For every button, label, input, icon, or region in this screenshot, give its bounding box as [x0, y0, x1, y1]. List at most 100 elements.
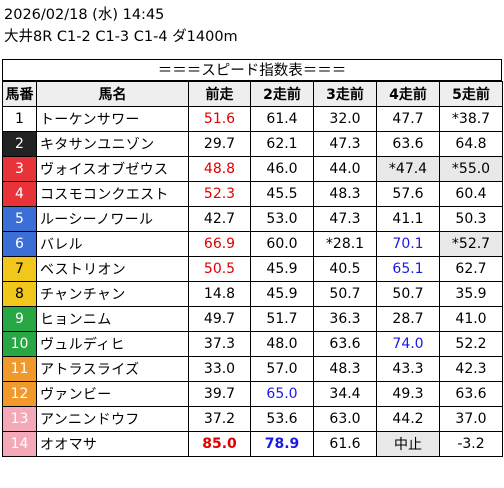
speed-index-cell: 37.0: [439, 406, 503, 432]
speed-index-cell: 53.6: [250, 406, 314, 432]
table-row: 11 アトラスライズ 33.0 57.0 48.3 43.3 42.3: [2, 356, 503, 382]
post-number: 6: [2, 231, 37, 257]
speed-index-cell: 49.3: [376, 381, 440, 407]
table-row: 13 アンニンドウフ 37.2 53.6 63.0 44.2 37.0: [2, 406, 503, 432]
horse-name: コスモコンクエスト: [36, 181, 189, 207]
speed-index-cell: *55.0: [439, 156, 503, 182]
speed-index-cell: 40.5: [313, 256, 377, 282]
post-number: 7: [2, 256, 37, 282]
speed-index-cell: 44.2: [376, 406, 440, 432]
speed-index-cell: 28.7: [376, 306, 440, 332]
speed-index-cell: 50.7: [313, 281, 377, 307]
speed-index-cell: 74.0: [376, 331, 440, 357]
speed-index-cell: 47.3: [313, 131, 377, 157]
horse-name: ヴュルディヒ: [36, 331, 189, 357]
table-row: 7 ベストリオン 50.5 45.9 40.5 65.1 62.7: [2, 256, 503, 282]
speed-index-cell: 49.7: [188, 306, 251, 332]
race-header: 2026/02/18 (水) 14:45 大井8R C1-2 C1-3 C1-4…: [4, 4, 238, 48]
speed-index-cell: 78.9: [250, 431, 314, 457]
horse-name: アトラスライズ: [36, 356, 189, 382]
speed-index-cell: 14.8: [188, 281, 251, 307]
speed-index-cell: 60.4: [439, 181, 503, 207]
race-datetime: 2026/02/18 (水) 14:45: [4, 7, 165, 23]
speed-index-cell: 63.6: [313, 331, 377, 357]
speed-index-cell: 60.0: [250, 231, 314, 257]
post-number: 14: [2, 431, 37, 457]
horse-name: チャンチャン: [36, 281, 189, 307]
speed-index-cell: 57.0: [250, 356, 314, 382]
speed-index-cell: 36.3: [313, 306, 377, 332]
post-number: 11: [2, 356, 37, 382]
table-row: 4 コスモコンクエスト 52.3 45.5 48.3 57.6 60.4: [2, 181, 503, 207]
table-title: ＝＝＝スピード指数表＝＝＝: [2, 59, 502, 81]
table-row: 8 チャンチャン 14.8 45.9 50.7 50.7 35.9: [2, 281, 503, 307]
speed-index-cell: 32.0: [313, 106, 377, 132]
speed-index-cell: 42.3: [439, 356, 503, 382]
speed-index-cell: 48.0: [250, 331, 314, 357]
speed-index-cell: 41.1: [376, 206, 440, 232]
speed-index-cell: 57.6: [376, 181, 440, 207]
speed-index-cell: 50.3: [439, 206, 503, 232]
horse-name: バレル: [36, 231, 189, 257]
speed-index-cell: 47.7: [376, 106, 440, 132]
post-number: 2: [2, 131, 37, 157]
horse-name: アンニンドウフ: [36, 406, 189, 432]
speed-index-cell: 47.3: [313, 206, 377, 232]
table-row: 12 ヴァンビー 39.7 65.0 34.4 49.3 63.6: [2, 381, 503, 407]
horse-name: ヴァンビー: [36, 381, 189, 407]
post-number: 3: [2, 156, 37, 182]
table-row: 2 キタサンユニゾン 29.7 62.1 47.3 63.6 64.8: [2, 131, 503, 157]
horse-name: オオマサ: [36, 431, 189, 457]
table-row: 5 ルーシーノワール 42.7 53.0 47.3 41.1 50.3: [2, 206, 503, 232]
table-row: 3 ヴォイスオブゼウス 48.8 46.0 44.0 *47.4 *55.0: [2, 156, 503, 182]
speed-index-cell: 70.1: [376, 231, 440, 257]
post-number: 8: [2, 281, 37, 307]
speed-index-cell: 35.9: [439, 281, 503, 307]
horse-name: ベストリオン: [36, 256, 189, 282]
speed-index-cell: 46.0: [250, 156, 314, 182]
table-row: 9 ヒョンニム 49.7 51.7 36.3 28.7 41.0: [2, 306, 503, 332]
speed-index-cell: 48.3: [313, 356, 377, 382]
speed-index-cell: *38.7: [439, 106, 503, 132]
speed-index-cell: 44.0: [313, 156, 377, 182]
speed-index-cell: 33.0: [188, 356, 251, 382]
speed-index-cell: 53.0: [250, 206, 314, 232]
table-row: 10 ヴュルディヒ 37.3 48.0 63.6 74.0 52.2: [2, 331, 503, 357]
speed-index-cell: 43.3: [376, 356, 440, 382]
post-number: 12: [2, 381, 37, 407]
horse-name: キタサンユニゾン: [36, 131, 189, 157]
table-row: 14 オオマサ 85.0 78.9 61.6 中止 -3.2: [2, 431, 503, 457]
post-number: 13: [2, 406, 37, 432]
speed-index-cell: 48.3: [313, 181, 377, 207]
speed-index-cell: 37.3: [188, 331, 251, 357]
speed-index-cell: 45.9: [250, 281, 314, 307]
speed-index-cell: 64.8: [439, 131, 503, 157]
speed-index-cell: 39.7: [188, 381, 251, 407]
speed-index-cell: 52.3: [188, 181, 251, 207]
speed-index-cell: 63.0: [313, 406, 377, 432]
speed-index-cell: 41.0: [439, 306, 503, 332]
table-row: 1 トーケンサワー 51.6 61.4 32.0 47.7 *38.7: [2, 106, 503, 132]
race-info: 大井8R C1-2 C1-3 C1-4 ダ1400m: [4, 29, 238, 45]
horse-name: ヒョンニム: [36, 306, 189, 332]
horse-name: ヴォイスオブゼウス: [36, 156, 189, 182]
speed-index-cell: 50.7: [376, 281, 440, 307]
speed-index-cell: 61.4: [250, 106, 314, 132]
speed-index-cell: 63.6: [439, 381, 503, 407]
speed-index-cell: 51.7: [250, 306, 314, 332]
speed-index-cell: 65.0: [250, 381, 314, 407]
col-header-2back: 2走前: [250, 81, 314, 107]
speed-index-cell: 62.7: [439, 256, 503, 282]
speed-index-cell: 63.6: [376, 131, 440, 157]
speed-index-cell: 34.4: [313, 381, 377, 407]
table-row: 6 バレル 66.9 60.0 *28.1 70.1 *52.7: [2, 231, 503, 257]
post-number: 1: [2, 106, 37, 132]
col-header-5back: 5走前: [439, 81, 503, 107]
speed-index-cell: 29.7: [188, 131, 251, 157]
speed-index-cell: 66.9: [188, 231, 251, 257]
col-header-last: 前走: [188, 81, 251, 107]
col-header-post: 馬番: [2, 81, 37, 107]
speed-index-cell: 37.2: [188, 406, 251, 432]
speed-index-cell: 45.5: [250, 181, 314, 207]
speed-index-cell: 85.0: [188, 431, 251, 457]
